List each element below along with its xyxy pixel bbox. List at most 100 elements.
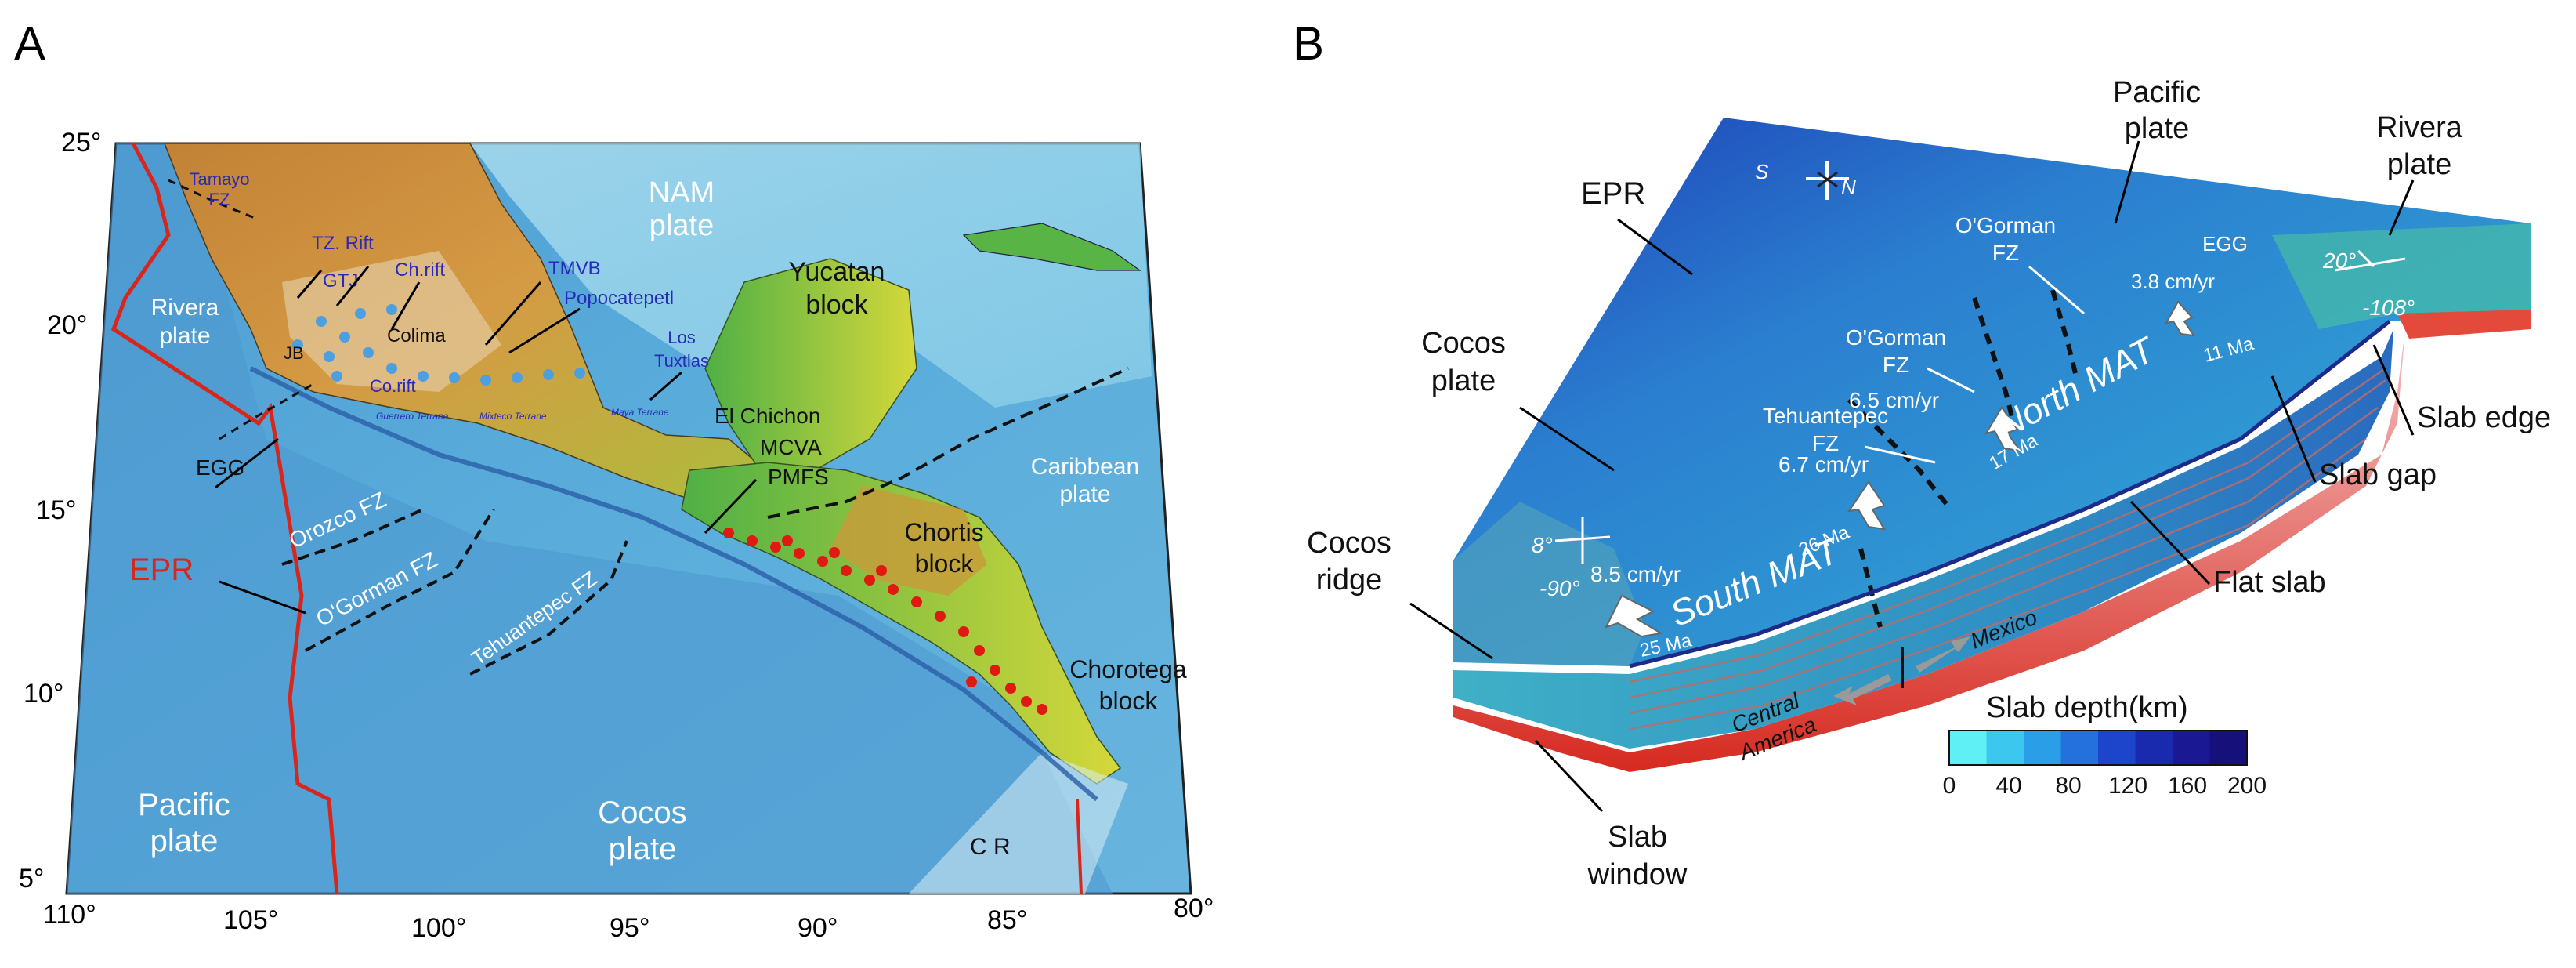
map-b-cocos-ridge (1453, 502, 1645, 666)
map-a-orozco-fz (281, 508, 424, 566)
map-b-ogorman-a-label-2: FZ (1992, 241, 2019, 265)
map-a-pmfs-label: PMFS (768, 465, 829, 489)
depth-legend-swatch (2060, 731, 2099, 765)
compass-s-label: S (1755, 160, 1769, 183)
map-a-leaders (215, 266, 758, 615)
map-a-terrane-3: Maya Terrane (611, 407, 669, 418)
map-b-top-surface (1453, 118, 2531, 666)
map-a-el-chichon-label: El Chichon (715, 404, 820, 428)
map-b-grid-20 (2334, 249, 2406, 272)
map-b-motion-arrows (1605, 300, 2196, 638)
map-a-tuxtlas-label: Tuxtlas (654, 351, 709, 371)
depth-legend-tick-label: 120 (2108, 773, 2147, 799)
map-a-rivera-label: Rivera (151, 295, 219, 321)
map-b-rivera-label: Rivera (2376, 111, 2463, 144)
map-b-lat-20: 20° (2322, 248, 2356, 273)
map-b-lon-108: -108° (2362, 295, 2415, 320)
map-a-terrane-1: Guerrero Terrane (376, 411, 449, 422)
map-a-nam-label-2: plate (649, 209, 714, 242)
map-a-caribbean-label: Caribbean (1031, 454, 1139, 480)
map-a-tamayo-label: Tamayo (189, 169, 249, 189)
depth-legend: Slab depth(km) 0 40 80 120 160 200 (1943, 691, 2267, 799)
arrow-67-icon (1847, 480, 1886, 531)
map-b-trench (1629, 320, 2391, 669)
map-b-slab-edge-label: Slab edge (2417, 401, 2551, 434)
map-a-yucatan-label: Yucatan (789, 257, 885, 287)
map-a-lat-15: 15° (36, 495, 76, 525)
depth-legend-swatch (1949, 731, 1987, 765)
map-b-right-wall (2397, 310, 2531, 339)
depth-legend-swatch (1986, 731, 2024, 765)
map-a-epr-ridge (110, 142, 339, 894)
map-a-gtj-label: GTJ (323, 270, 358, 292)
map-a-tmvb-label: TMVB (548, 258, 601, 279)
map-a-altiplano (282, 251, 501, 392)
map-b-ogorman-a-label: O'Gorman (1956, 213, 2056, 237)
compass-icon: S N (1755, 160, 1856, 200)
map-a-cocos-label: Cocos (598, 796, 686, 830)
map-b-tehuantepec-label: Tehuantepec (1763, 404, 1888, 428)
map-a-caribbean-boundary (767, 367, 1129, 519)
depth-legend-ticks: 0 40 80 120 160 200 (1943, 773, 2267, 799)
map-a-nam-label: NAM (649, 176, 715, 209)
map-a-colima-label: Colima (387, 325, 446, 346)
map-a-tamayo-fz-label: FZ (209, 190, 230, 209)
map-a-tamayo-fz (168, 179, 259, 221)
map-b-slab-contours (1629, 367, 2386, 731)
map-b-ogorman-b-label-2: FZ (1883, 353, 1909, 377)
compass-n-label: N (1841, 176, 1856, 199)
map-b-leaders-black (1409, 140, 2415, 813)
depth-legend-tick-label: 40 (1995, 773, 2021, 799)
map-b-rate-65: 6.5 cm/yr (1849, 388, 1939, 412)
map-a-popocatepetl-label: Popocatepetl (564, 288, 674, 309)
map-b: S N EPR Pacific plate Rivera plate Cocos… (1307, 76, 2551, 891)
map-a-chorotega-label: Chorotega (1069, 655, 1187, 683)
map-a-lon-110: 110° (43, 900, 96, 930)
map-a-lon-85: 85° (987, 905, 1027, 935)
map-a-chortis-highland (830, 486, 987, 596)
map-b-egg-label: EGG (2202, 232, 2248, 256)
map-b-slab-gap-label: Slab gap (2319, 459, 2437, 491)
map-b-leaders-white (1864, 265, 2085, 464)
map-a-caribbean-label-2: plate (1059, 481, 1110, 507)
map-a-lat-5: 5° (19, 864, 45, 894)
map-a-deep-ocean (67, 143, 1113, 894)
map-b-slab-red (1453, 329, 2405, 772)
map-b-flat-slab-label: Flat slab (2213, 566, 2326, 599)
map-b-cocos-label-2: plate (1431, 364, 1496, 397)
map-a-lat-10: 10° (24, 679, 63, 709)
map-a-chortis-label-2: block (915, 549, 975, 578)
arrow-85-icon (1605, 594, 1663, 638)
map-b-lat-8: 8° (1532, 533, 1553, 557)
map-a-rivera-label-2: plate (159, 323, 210, 349)
map-a-lat-20: 20° (47, 310, 87, 340)
map-a-tz-rift-label: TZ. Rift (312, 233, 374, 254)
map-a-cr-ridge-line (1076, 799, 1083, 894)
map-a-cavb-volcanoes (723, 528, 1047, 715)
arrow-65-icon (1984, 406, 2022, 452)
map-a-lon-90: 90° (798, 913, 838, 943)
panel-a-letter: A (14, 17, 45, 70)
map-a-los-label: Los (668, 328, 695, 347)
map-b-cocos-ridge-label: Cocos (1307, 527, 1391, 560)
depth-legend-tick-label: 0 (1943, 773, 1956, 799)
depth-legend-tick-label: 200 (2227, 773, 2267, 799)
map-b-cocos-ridge-label-2: ridge (1316, 564, 1383, 596)
map-a-ch-rift-label: Ch.rift (395, 259, 445, 281)
map-b-pacific-label: Pacific (2113, 76, 2201, 109)
map-b-slab-window-label-2: window (1587, 858, 1688, 891)
map-a-lon-100: 100° (411, 913, 466, 943)
map-a-lon-95: 95° (610, 913, 649, 943)
map-a-terrane-2: Mixteco Terrane (479, 411, 547, 422)
map-a-lon-80: 80° (1174, 894, 1214, 923)
map-b-rate-38: 3.8 cm/yr (2131, 270, 2215, 293)
map-b-pacific-label-2: plate (2125, 112, 2189, 145)
map-a-cuba (962, 223, 1141, 271)
map-a-egg-fz (219, 382, 314, 440)
map-a-jb-label: JB (284, 343, 304, 363)
depth-legend-tick-label: 160 (2168, 773, 2207, 799)
depth-legend-frame (1948, 730, 2248, 766)
arrow-38-icon (2165, 300, 2196, 337)
map-b-rate-85: 8.5 cm/yr (1590, 562, 1681, 586)
map-a-pacific-label-2: plate (150, 824, 219, 858)
